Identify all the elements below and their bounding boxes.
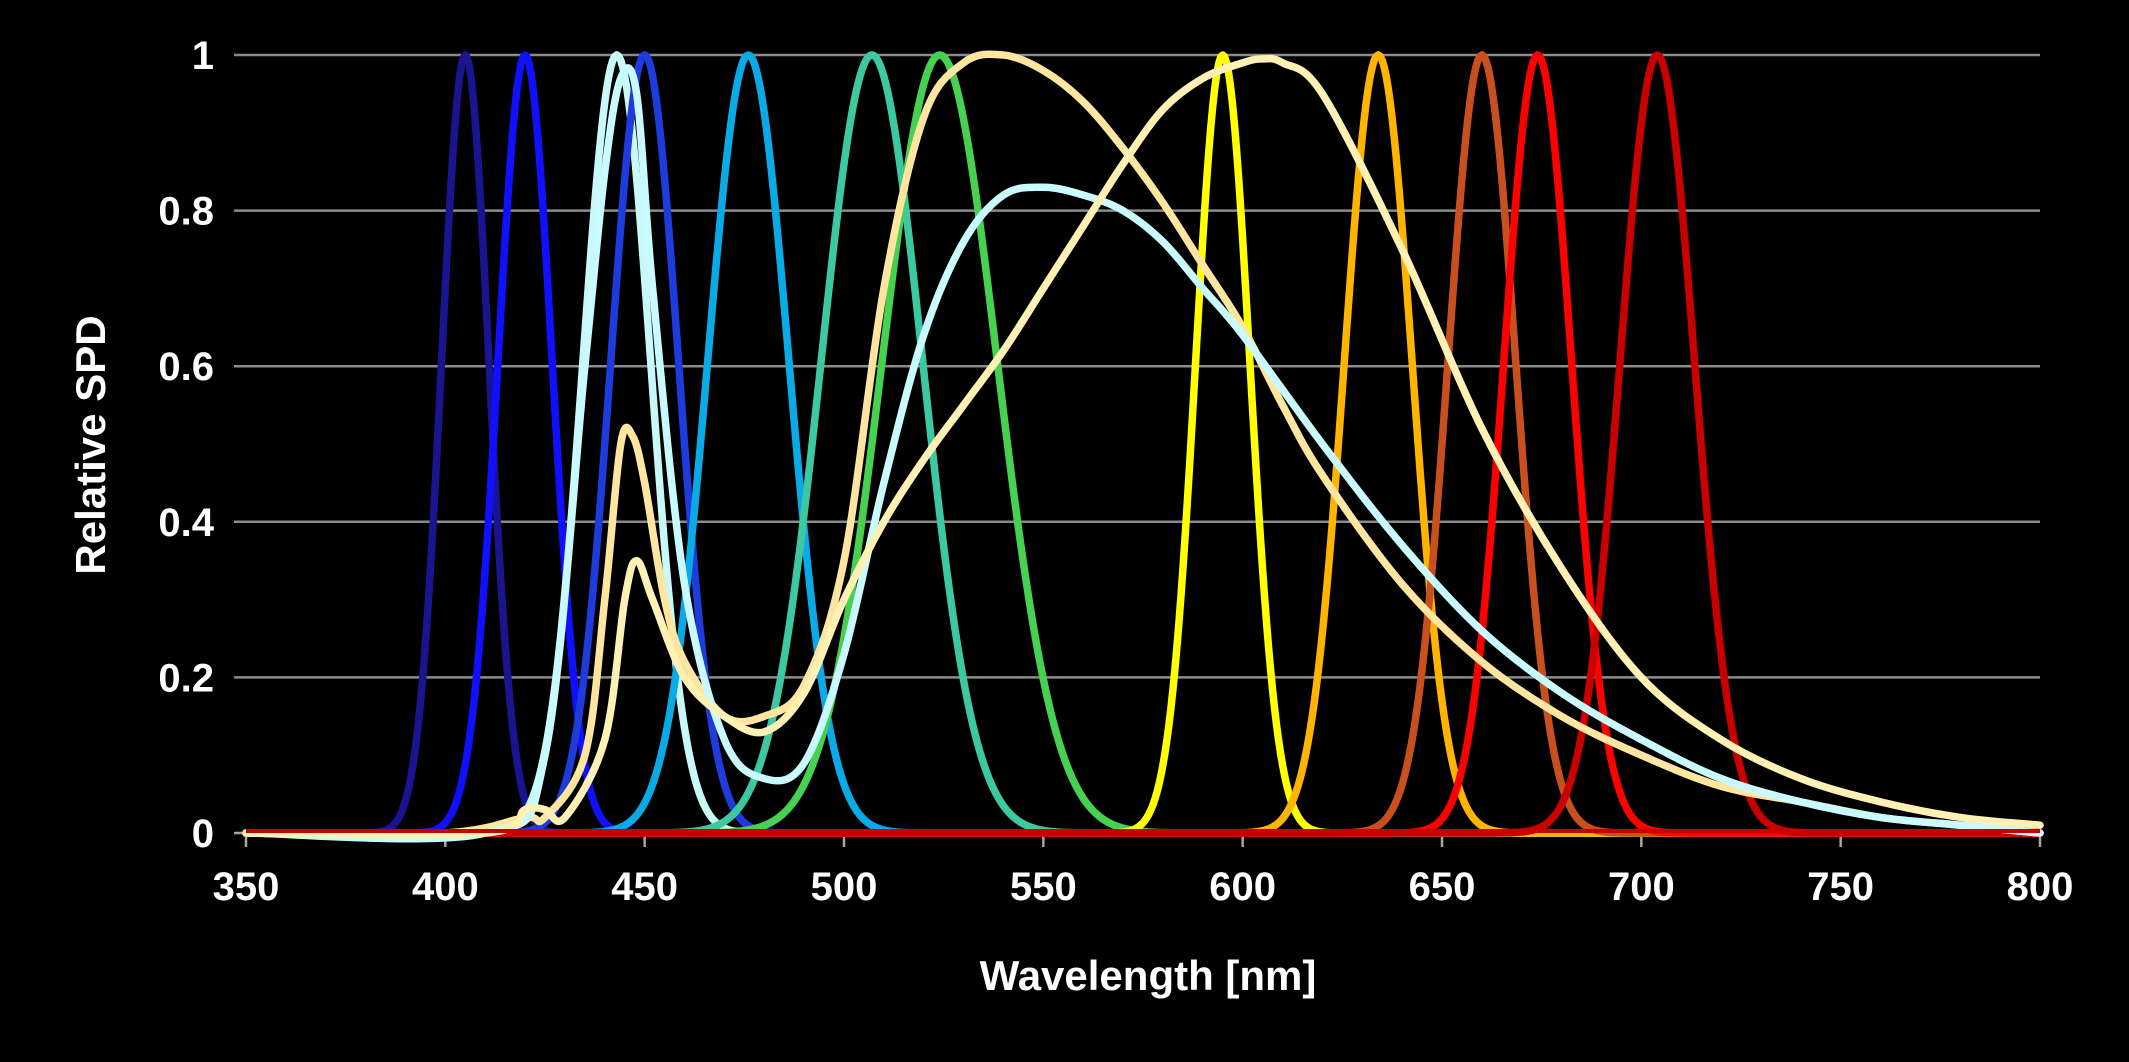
x-tick-label: 350 — [213, 865, 280, 909]
x-tick-label: 550 — [1010, 865, 1077, 909]
x-axis-title: Wavelength [nm] — [980, 952, 1317, 999]
x-tick-label: 500 — [811, 865, 878, 909]
y-tick-label: 0.8 — [158, 190, 214, 234]
y-tick-label: 0 — [192, 812, 214, 856]
tick-labels: 0 0.2 0.4 0.6 0.8 1 350 400 450 500 550 600 650 700 75… — [158, 34, 2073, 909]
y-tick-label: 0.4 — [158, 501, 214, 545]
x-tick-label: 450 — [611, 865, 678, 909]
series-lines — [242, 50, 2044, 843]
x-tick-label: 400 — [412, 865, 479, 909]
y-tick-label: 0.6 — [158, 345, 214, 389]
y-tick-label: 0.2 — [158, 656, 214, 700]
spd-series-line — [242, 64, 2044, 843]
grid-lines — [234, 53, 2040, 679]
spd-series-line — [242, 50, 2044, 838]
x-tick-label: 650 — [1409, 865, 1476, 909]
x-tick-label: 800 — [2007, 865, 2074, 909]
x-tick-label: 750 — [1807, 865, 1874, 909]
y-tick-label: 1 — [192, 34, 214, 78]
x-tick-label: 600 — [1209, 865, 1276, 909]
spd-series-line — [242, 54, 2044, 839]
y-axis-title: Relative SPD — [67, 315, 114, 574]
x-tick-label: 700 — [1608, 865, 1675, 909]
